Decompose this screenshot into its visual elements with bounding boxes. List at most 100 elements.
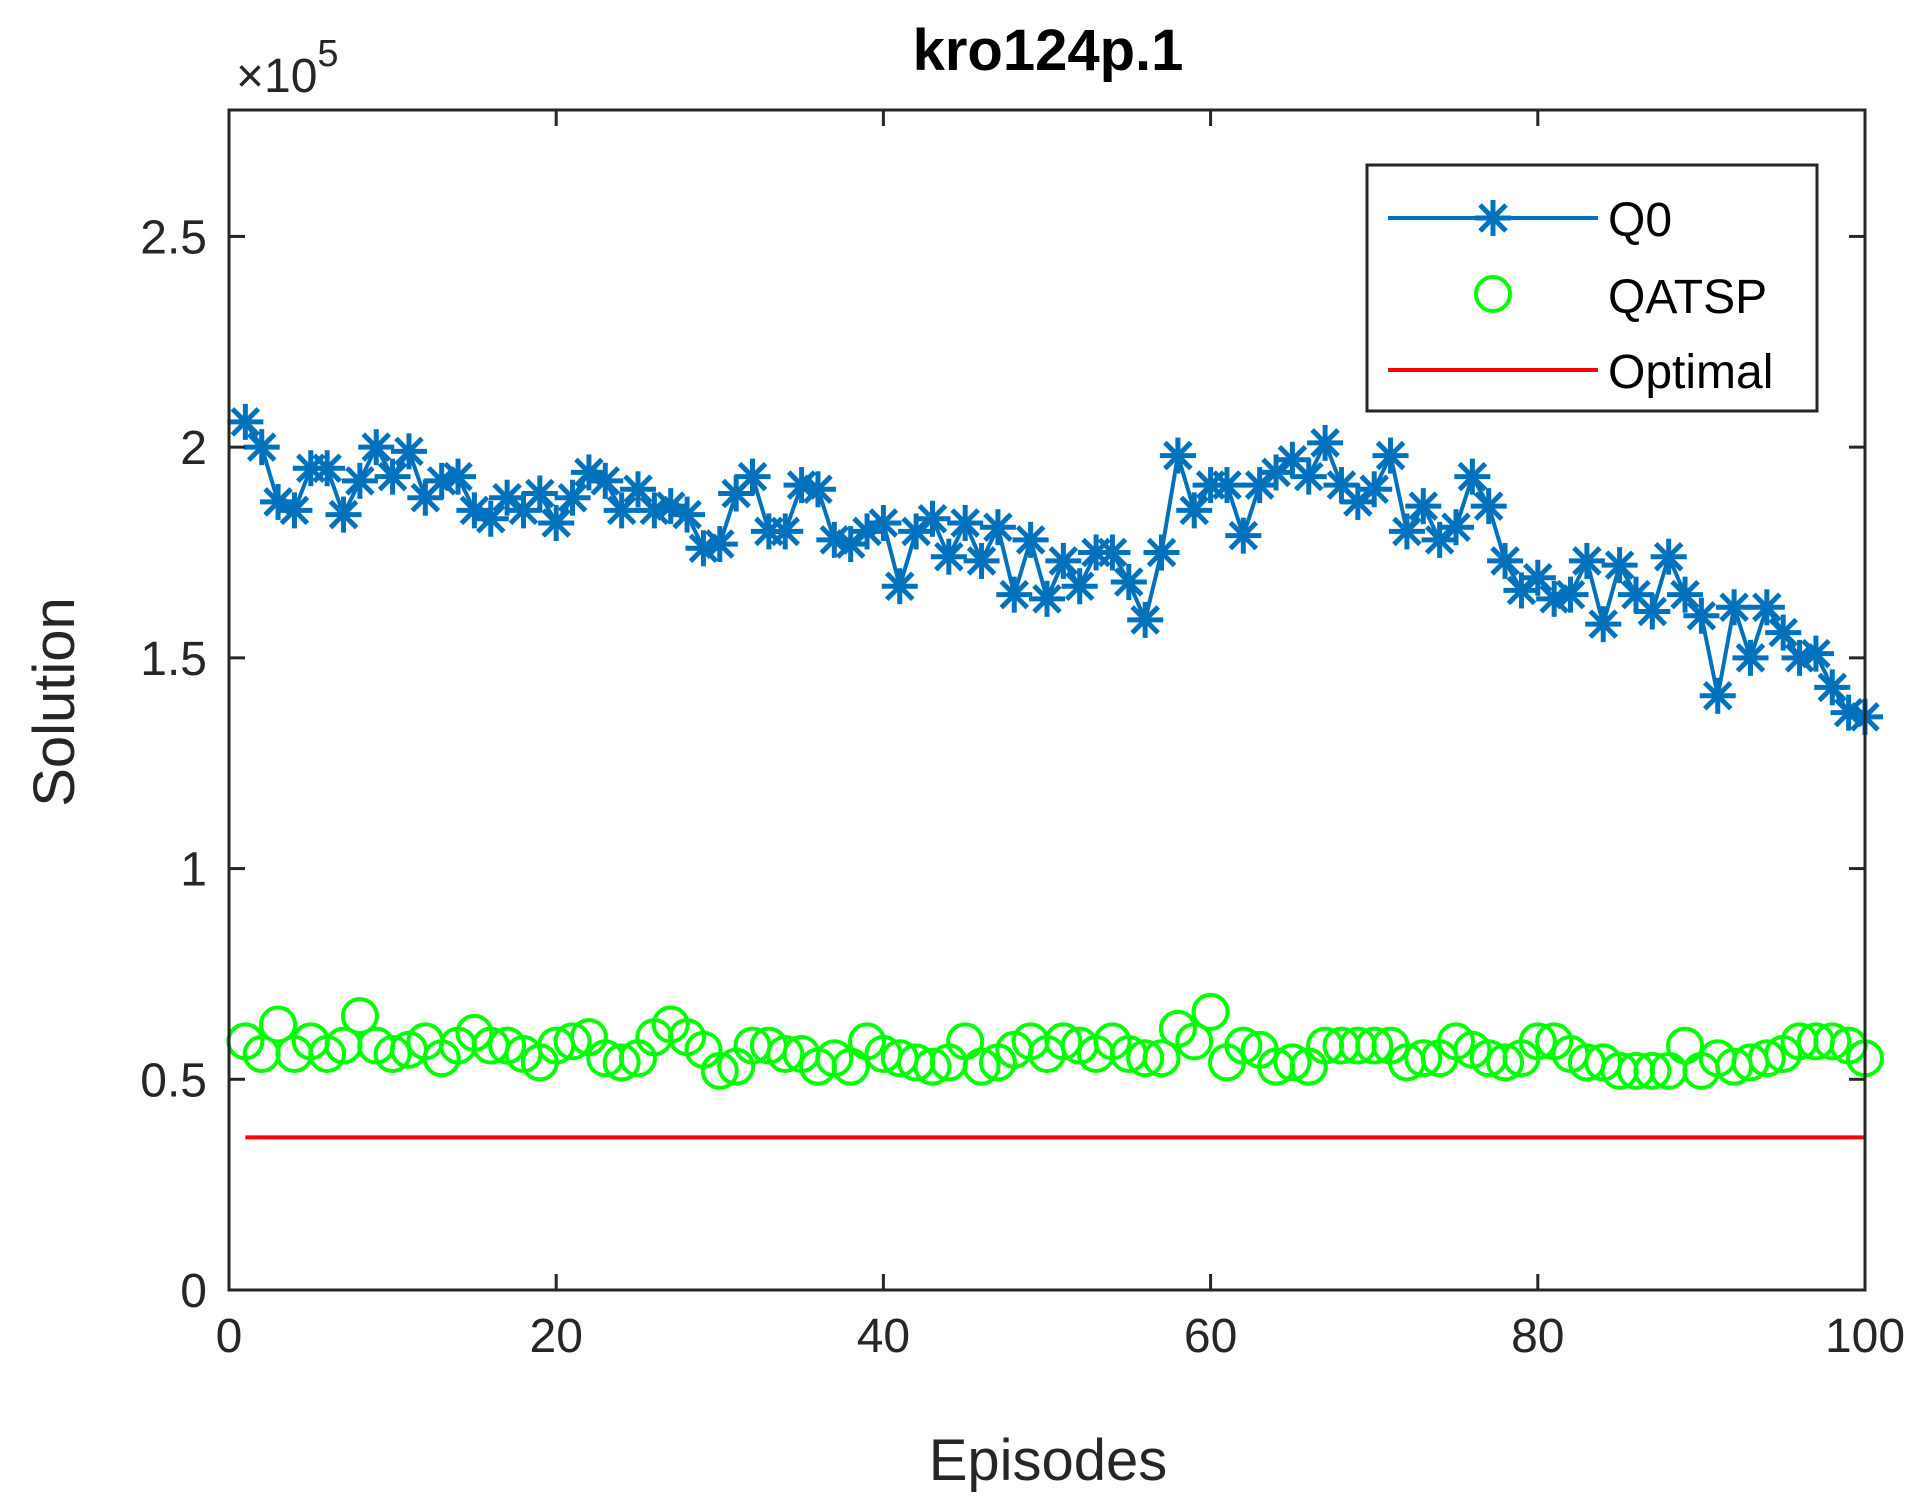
x-tick-label: 60 bbox=[1184, 1310, 1237, 1363]
x-tick-label: 100 bbox=[1825, 1310, 1905, 1363]
q0-point bbox=[898, 513, 935, 550]
q0-point bbox=[1765, 614, 1802, 651]
q0-point bbox=[1029, 580, 1065, 617]
q0-point bbox=[1454, 458, 1491, 495]
q0-point bbox=[963, 542, 1000, 579]
q0-point bbox=[554, 479, 591, 516]
q0-point bbox=[1356, 471, 1393, 508]
x-axis-label: Episodes bbox=[929, 1428, 1168, 1493]
x-tick-label: 80 bbox=[1511, 1310, 1564, 1363]
q0-point bbox=[1176, 492, 1213, 529]
qatsp-point bbox=[1273, 1043, 1312, 1082]
qatsp-point bbox=[1404, 1039, 1443, 1078]
q0-point bbox=[620, 471, 656, 508]
qatsp-point bbox=[1633, 1051, 1672, 1090]
legend-q0-asterisk bbox=[1475, 200, 1511, 236]
q0-point bbox=[1127, 601, 1164, 638]
qatsp-point bbox=[1224, 1026, 1263, 1065]
q0-point bbox=[881, 568, 918, 605]
q0-point bbox=[865, 505, 902, 541]
q0-series bbox=[227, 403, 1883, 735]
q0-point bbox=[276, 492, 313, 529]
q0-point bbox=[1748, 589, 1785, 626]
qatsp-point bbox=[1044, 1022, 1083, 1061]
plot-frame bbox=[227, 108, 1867, 1292]
q0-point bbox=[1045, 542, 1082, 579]
q0-point bbox=[587, 462, 624, 499]
q0-point bbox=[1667, 576, 1704, 613]
q0-point bbox=[456, 492, 493, 529]
legend-entry-optimal: Optimal bbox=[1388, 346, 1773, 399]
q0-point bbox=[1797, 635, 1834, 672]
q0-point bbox=[669, 496, 706, 533]
qatsp-series bbox=[226, 992, 1884, 1090]
qatsp-point bbox=[1747, 1039, 1786, 1078]
qatsp-point bbox=[553, 1022, 592, 1061]
qatsp-point bbox=[1126, 1039, 1165, 1078]
q0-point bbox=[734, 458, 771, 495]
y-tick-label: 1 bbox=[180, 844, 207, 897]
q0-point bbox=[489, 479, 526, 516]
q0-point bbox=[1519, 559, 1556, 596]
qatsp-point bbox=[1518, 1022, 1557, 1061]
q0-point bbox=[1143, 534, 1180, 571]
q0-point bbox=[325, 496, 362, 533]
chart-title: kro124p.1 bbox=[913, 18, 1184, 83]
q0-point bbox=[1699, 677, 1736, 714]
q0-point bbox=[1568, 542, 1605, 579]
y-tick-label: 2 bbox=[180, 422, 207, 475]
q0-point bbox=[1503, 572, 1540, 609]
q0-point bbox=[1159, 437, 1196, 474]
q0-point bbox=[701, 526, 738, 563]
q0-point bbox=[1634, 593, 1671, 630]
legend-qatsp-circle bbox=[1474, 275, 1512, 313]
q0-point bbox=[1290, 458, 1327, 495]
q0-point bbox=[1487, 542, 1524, 579]
q0-point bbox=[1339, 483, 1376, 520]
q0-point bbox=[799, 471, 836, 508]
q0-point bbox=[1601, 547, 1638, 584]
y-tick-label: 0 bbox=[180, 1265, 207, 1318]
q0-point bbox=[603, 492, 640, 529]
qatsp-point bbox=[700, 1051, 739, 1090]
q0-point bbox=[979, 509, 1016, 546]
qatsp-point bbox=[1486, 1043, 1525, 1082]
q0-point bbox=[996, 576, 1033, 613]
qatsp-point bbox=[259, 1005, 298, 1044]
q0-point bbox=[472, 500, 509, 537]
x-tick-label: 40 bbox=[857, 1310, 910, 1363]
qatsp-point bbox=[373, 1035, 412, 1073]
y-tick-label: 1.5 bbox=[140, 633, 207, 686]
y-exponent-prefix: ×10 bbox=[236, 50, 317, 103]
q0-point bbox=[1650, 538, 1687, 575]
q0-point bbox=[1405, 488, 1442, 525]
legend-qatsp-label: QATSP bbox=[1608, 271, 1767, 324]
qatsp-point bbox=[962, 1047, 1001, 1086]
q0-point bbox=[358, 429, 395, 466]
x-tick-label: 0 bbox=[216, 1310, 243, 1363]
legend-q0-marker bbox=[1475, 200, 1511, 236]
q0-point bbox=[1585, 606, 1622, 643]
qatsp-point bbox=[1191, 992, 1230, 1031]
q0-point bbox=[521, 475, 558, 512]
y-tick-label: 2.5 bbox=[140, 211, 207, 264]
q0-point bbox=[914, 500, 951, 537]
qatsp-point bbox=[766, 1035, 805, 1073]
legend-entry-q0: Q0 bbox=[1388, 194, 1672, 247]
q0-point bbox=[767, 513, 804, 550]
q0-point bbox=[1438, 509, 1474, 546]
legend-optimal-label: Optimal bbox=[1608, 346, 1773, 399]
q0-point bbox=[947, 505, 984, 541]
q0-point bbox=[1536, 580, 1573, 617]
q0-point bbox=[1372, 437, 1409, 474]
legend: Q0 QATSP Optimal bbox=[1365, 163, 1819, 413]
q0-point bbox=[1094, 534, 1131, 571]
q0-point bbox=[930, 538, 967, 575]
q0-point bbox=[374, 458, 411, 495]
q0-point bbox=[1110, 564, 1147, 600]
qatsp-point bbox=[1175, 1022, 1214, 1061]
axis-ticks bbox=[227, 110, 1867, 1292]
q0-point bbox=[652, 488, 689, 525]
qatsp-point bbox=[1142, 1039, 1181, 1078]
y-axis-label: Solution bbox=[22, 597, 87, 807]
